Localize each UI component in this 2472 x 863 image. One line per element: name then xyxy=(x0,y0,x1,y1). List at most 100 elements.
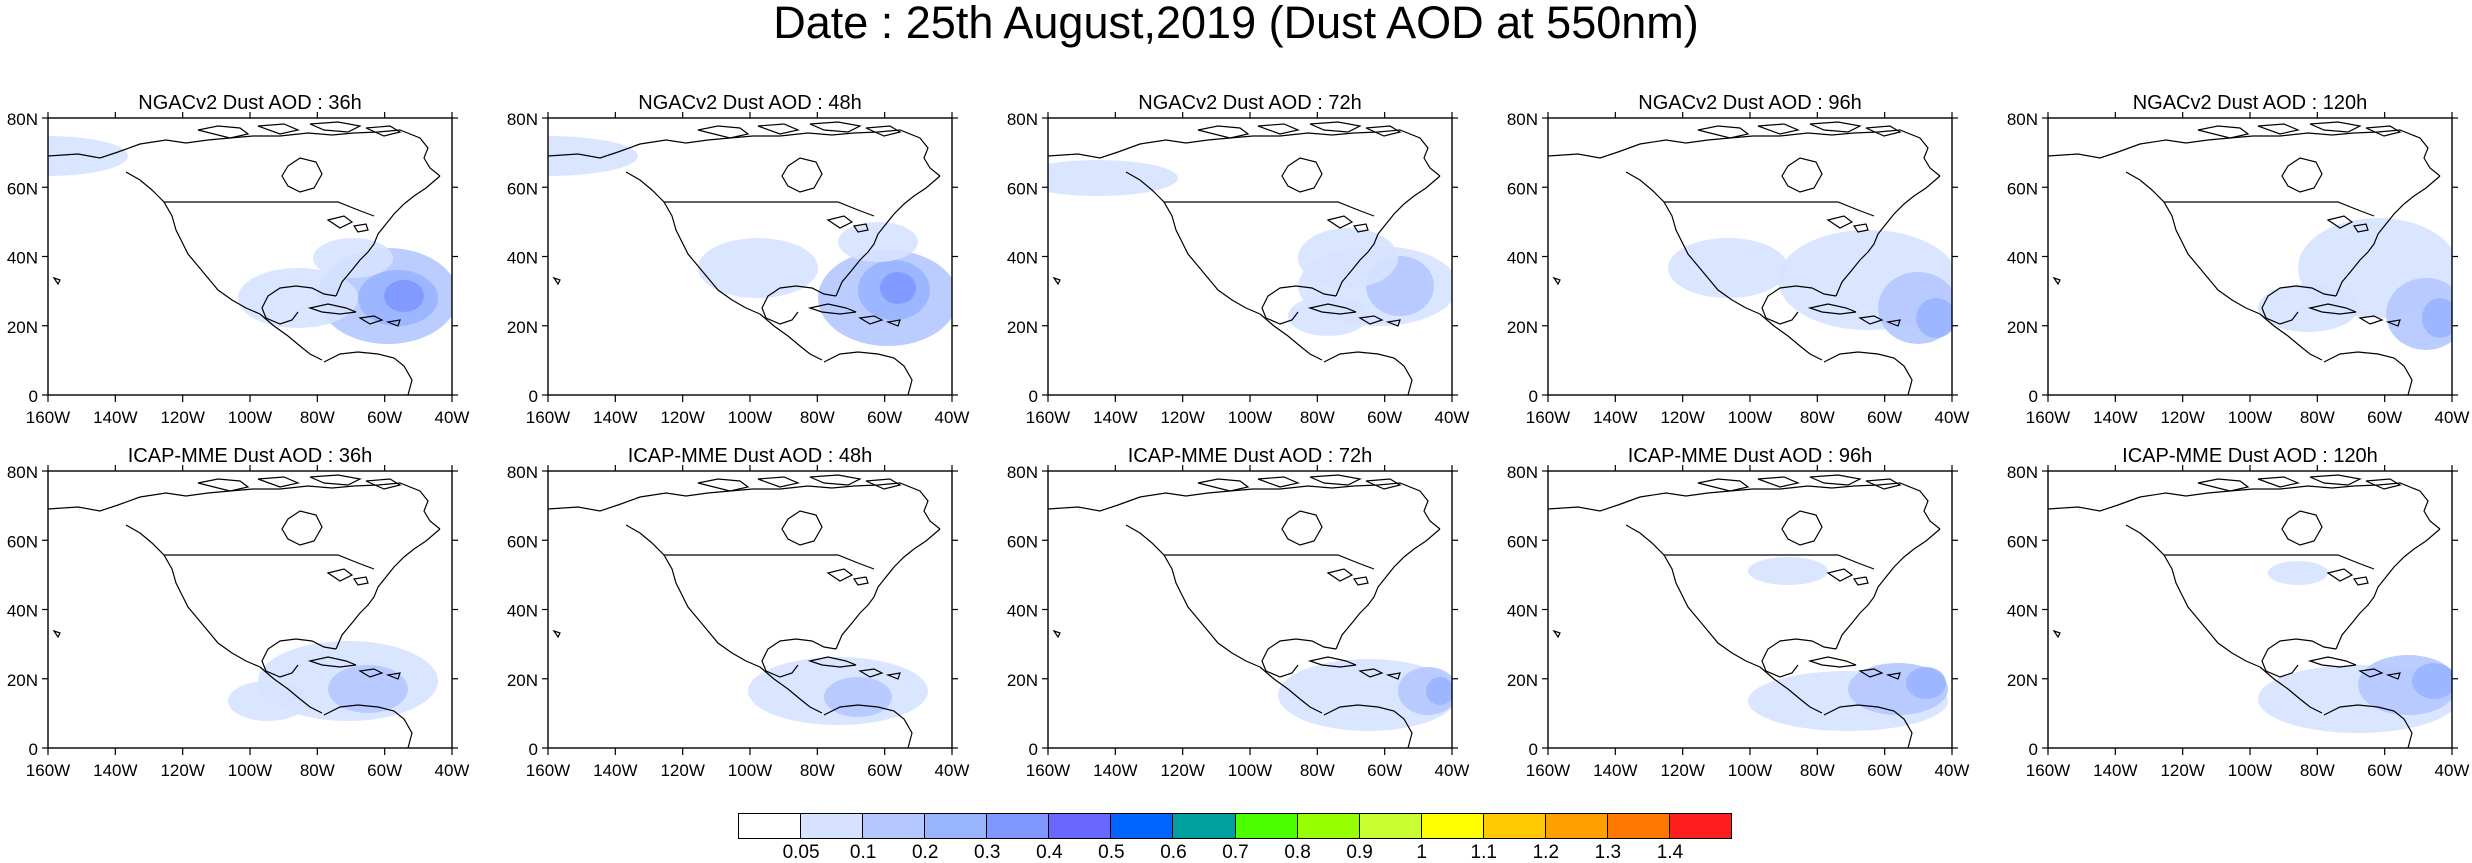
dust-aod-field xyxy=(1668,230,1952,344)
lon-tick-label: 40W xyxy=(1435,761,1470,780)
lon-tick-label: 60W xyxy=(367,761,402,780)
lon-tick-label: 160W xyxy=(1026,408,1070,427)
lon-tick-label: 140W xyxy=(1093,761,1137,780)
lat-tick-label: 80N xyxy=(1007,463,1038,482)
lon-tick-label: 40W xyxy=(1935,761,1970,780)
colorbar-label: 0.5 xyxy=(1098,842,1125,863)
lon-tick-label: 160W xyxy=(526,408,570,427)
lat-tick-label: 40N xyxy=(1507,249,1538,268)
lon-tick-label: 100W xyxy=(2228,761,2272,780)
lon-tick-label: 100W xyxy=(228,761,272,780)
lon-tick-label: 60W xyxy=(2367,408,2402,427)
lon-tick-label: 160W xyxy=(26,408,70,427)
lat-tick-label: 40N xyxy=(7,602,38,621)
lon-tick-label: 140W xyxy=(93,761,137,780)
lon-tick-label: 80W xyxy=(300,761,335,780)
lon-tick-label: 160W xyxy=(2026,761,2070,780)
lon-tick-label: 40W xyxy=(435,408,470,427)
lon-tick-label: 60W xyxy=(2367,761,2402,780)
lat-tick-label: 40N xyxy=(2007,249,2038,268)
map-panel: NGACv2 Dust AOD : 72h 80N 60N 40N 20N 0 160W 14… xyxy=(1007,92,1470,427)
lat-tick-label: 0 xyxy=(29,387,38,406)
colorbar-box xyxy=(1544,813,1608,839)
aod-contour xyxy=(1048,160,1178,196)
lon-tick-label: 40W xyxy=(1435,408,1470,427)
lat-tick-label: 60N xyxy=(1007,179,1038,198)
aod-contour xyxy=(2268,561,2328,585)
colorbar-label: 0.7 xyxy=(1222,842,1249,863)
lon-tick-label: 160W xyxy=(1526,761,1570,780)
lon-tick-label: 120W xyxy=(660,408,704,427)
colorbar-label: 1.3 xyxy=(1594,842,1622,863)
colorbar-label: 1.4 xyxy=(1656,842,1684,863)
aod-contour xyxy=(1426,677,1452,705)
lon-tick-label: 120W xyxy=(1660,408,1704,427)
lat-tick-label: 20N xyxy=(1007,318,1038,337)
colorbar-labels: 0.05 0.1 0.2 0.3 0.4 0.5 0.6 0.7 0.8 0.9 1 1.1 1.2 1.… xyxy=(739,843,1732,863)
map-panel: ICAP-MME Dust AOD : 72h 80N 60N 40N 20N 0 160W… xyxy=(1007,445,1470,780)
lon-tick-label: 60W xyxy=(1367,408,1402,427)
colorbar-box xyxy=(924,813,988,839)
colorbar-label: 0.6 xyxy=(1160,842,1187,863)
lon-tick-label: 80W xyxy=(1800,408,1835,427)
lon-tick-label: 160W xyxy=(1026,761,1070,780)
lon-tick-label: 60W xyxy=(867,408,902,427)
aod-contour xyxy=(238,268,358,328)
lon-tick-label: 140W xyxy=(1093,408,1137,427)
lat-tick-label: 40N xyxy=(507,602,538,621)
panel-title: NGACv2 Dust AOD : 48h xyxy=(638,92,861,114)
colorbar-label: 0.1 xyxy=(849,842,877,863)
colorbar-label: 1.2 xyxy=(1532,842,1560,863)
lat-tick-label: 20N xyxy=(7,671,38,690)
panel-title: ICAP-MME Dust AOD : 72h xyxy=(1128,445,1373,467)
aod-contour xyxy=(384,280,424,312)
lon-tick-label: 100W xyxy=(228,408,272,427)
dust-aod-field xyxy=(548,136,952,346)
dust-aod-field xyxy=(2258,561,2452,733)
aod-contour xyxy=(1916,298,1952,338)
lon-tick-label: 140W xyxy=(2093,408,2137,427)
lon-tick-label: 60W xyxy=(1867,761,1902,780)
panel-layer: NGACv2 Dust AOD : 36h 80N 60N 40N 20N 0 160W 14… xyxy=(7,92,2470,780)
lat-tick-label: 80N xyxy=(1507,463,1538,482)
colorbar-box xyxy=(1420,813,1484,839)
lat-tick-label: 60N xyxy=(507,532,538,551)
dust-aod-field xyxy=(48,136,452,344)
aod-contour xyxy=(2422,298,2452,338)
lon-tick-label: 40W xyxy=(935,761,970,780)
dust-aod-field xyxy=(1748,557,1948,731)
lat-tick-label: 20N xyxy=(2007,671,2038,690)
lon-tick-label: 140W xyxy=(1593,761,1637,780)
lon-tick-label: 80W xyxy=(2300,408,2335,427)
lat-tick-label: 20N xyxy=(1507,318,1538,337)
lat-tick-label: 40N xyxy=(2007,602,2038,621)
panel-title: NGACv2 Dust AOD : 36h xyxy=(138,92,361,114)
lat-tick-label: 20N xyxy=(1007,671,1038,690)
lon-tick-label: 120W xyxy=(2160,761,2204,780)
lon-tick-label: 80W xyxy=(1300,408,1335,427)
lat-tick-label: 80N xyxy=(7,463,38,482)
colorbar-label: 0.4 xyxy=(1036,842,1063,863)
lon-tick-label: 100W xyxy=(728,408,772,427)
colorbar-label: 0.9 xyxy=(1346,842,1373,863)
dust-aod-field xyxy=(228,641,438,721)
lat-tick-label: 40N xyxy=(1507,602,1538,621)
colorbar-label: 1 xyxy=(1416,842,1427,863)
lat-tick-label: 20N xyxy=(7,318,38,337)
panel-title: ICAP-MME Dust AOD : 96h xyxy=(1628,445,1873,467)
lon-tick-label: 120W xyxy=(2160,408,2204,427)
lat-tick-label: 80N xyxy=(2007,463,2038,482)
lat-tick-label: 60N xyxy=(2007,179,2038,198)
lat-tick-label: 20N xyxy=(507,318,538,337)
lon-tick-label: 40W xyxy=(2435,761,2470,780)
lat-tick-label: 60N xyxy=(1007,532,1038,551)
lon-tick-label: 160W xyxy=(26,761,70,780)
lat-tick-label: 60N xyxy=(2007,532,2038,551)
aod-contour xyxy=(824,677,892,717)
lat-tick-label: 80N xyxy=(7,110,38,129)
lon-tick-label: 140W xyxy=(1593,408,1637,427)
aod-contour xyxy=(2412,663,2452,699)
lon-tick-label: 80W xyxy=(1800,761,1835,780)
lon-tick-label: 100W xyxy=(1728,408,1772,427)
